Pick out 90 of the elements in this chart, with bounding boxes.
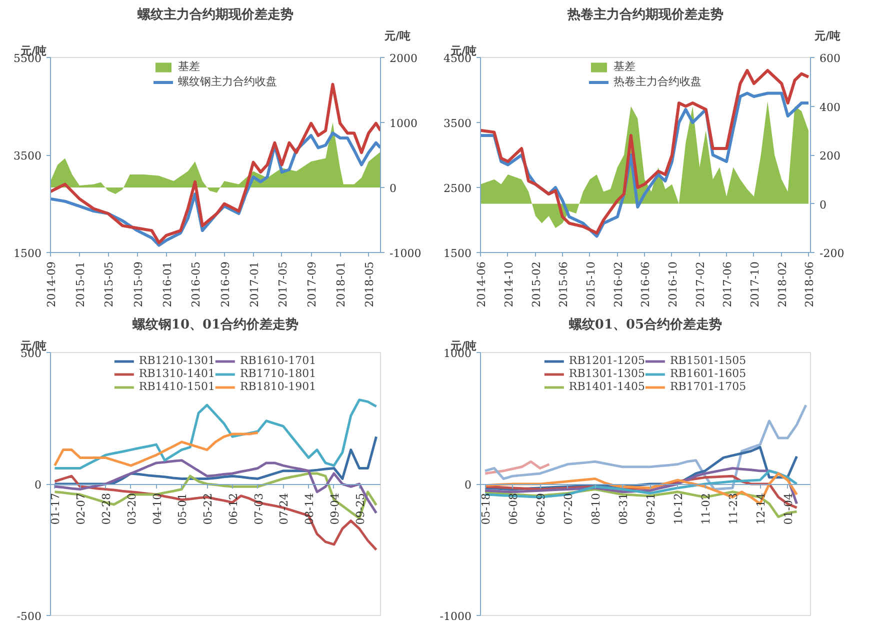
x-tick-label: 05-22 [202,492,215,525]
legend-label: RB1310-1401 [138,367,215,380]
x-tick-label: 02-07 [74,492,88,525]
x-tick-label: 2015-05 [102,261,116,308]
x-tick-label: 2016-09 [218,261,232,308]
legend-label: RB1210-1301 [138,354,215,367]
x-tick-label: 03-20 [125,492,138,525]
y-tick-label: 3500 [14,150,42,162]
y2-tick-label: 0 [820,198,826,212]
legend-label: RB1501-1505 [670,354,746,367]
legend-label: 基差 [178,59,200,74]
x-tick-label: 2014-06 [475,261,488,308]
y-tick-label: 2500 [444,182,472,195]
y-tick-label: -1000 [440,610,472,623]
x-tick-label: 01-17 [49,492,62,525]
chart-title: 螺纹01、05合约价差走势 [568,316,722,332]
x-tick-label: 12-14 [754,492,768,525]
y-tick-label: -500 [16,610,42,623]
x-tick-label: 07-03 [252,492,266,525]
x-tick-label: 06-12 [226,492,240,525]
x-tick-label: 2014-09 [45,261,58,308]
x-tick-label: 2017-09 [306,261,319,308]
x-tick-label: 2016-01 [160,261,174,308]
x-tick-label: 2016-02 [612,261,625,308]
x-tick-label: 2018-06 [802,261,816,308]
x-tick-label: 01-04 [782,492,796,525]
x-tick-label: 10-12 [672,492,686,525]
y2-tick-label: 2000 [390,52,418,65]
y-tick-label: 1500 [444,247,472,260]
y2-tick-label: 1000 [390,117,418,130]
x-tick-label: 05-01 [176,492,190,525]
chart-title: 螺纹钢10、01合约价差走势 [131,316,299,332]
x-tick-label: 08-31 [617,492,630,525]
x-tick-label: 05-18 [480,492,493,525]
y-tick-label: 3500 [444,117,472,130]
y2-tick-label: 200 [820,150,840,162]
legend-label: RB1410-1501 [138,380,215,393]
x-tick-label: 06-08 [507,492,520,525]
chart-title: 螺纹主力合约期现价差走势 [136,6,294,22]
y2-tick-label: 600 [820,52,840,65]
y-tick-label: 1500 [14,247,42,260]
y2-tick-label: -200 [820,247,844,260]
x-tick-label: 11-02 [700,492,713,525]
x-tick-label: 2015-06 [556,261,570,308]
y-tick-label: 0 [34,478,42,492]
x-tick-label: 2018-05 [363,261,376,308]
x-tick-label: 11-23 [727,492,740,525]
legend-label: RB1610-1701 [240,354,316,367]
x-tick-label: 2016-05 [190,261,203,308]
y2-axis-title: 元/吨 [383,30,411,42]
x-tick-label: 06-29 [534,492,548,525]
legend-label: RB1601-1605 [670,367,746,380]
y2-tick-label: 400 [820,100,840,114]
y-tick-label: 0 [464,478,472,492]
x-tick-label: 02-28 [100,492,113,525]
x-tick-label: 09-21 [644,492,658,525]
y2-axis-title: 元/吨 [813,30,841,42]
x-tick-label: 2017-01 [248,261,261,308]
legend-label: RB1301-1305 [568,367,645,380]
x-tick-label: 2017-06 [721,261,734,308]
legend-label: RB1810-1901 [240,380,316,393]
legend-label: RB1701-1705 [670,380,746,393]
legend-label: 热卷主力合约收盘 [614,74,702,89]
x-tick-label: 2015-02 [530,261,543,308]
x-tick-label: 08-14 [303,492,316,525]
y2-tick-label: 0 [390,182,396,195]
legend-label: 螺纹钢主力合约收盘 [178,74,277,89]
legend-label: RB1201-1205 [568,354,645,367]
x-tick-label: 07-20 [562,492,576,525]
x-tick-label: 2017-05 [276,261,290,308]
x-tick-label: 2016-10 [666,261,680,308]
x-tick-label: 2017-02 [694,261,708,308]
x-tick-label: 07-24 [278,492,291,525]
y2-tick-label: -1000 [390,247,422,260]
chart-title: 热卷主力合约期现价差走势 [566,6,724,22]
x-tick-label: 2018-01 [334,261,348,308]
x-tick-label: 09-04 [328,492,342,525]
x-tick-label: 2016-06 [639,261,652,308]
x-tick-label: 2015-09 [132,261,145,308]
legend-label: 基差 [614,59,636,74]
legend-label: RB1401-1405 [568,380,645,393]
legend-label: RB1710-1801 [240,367,316,380]
x-tick-label: 2015-01 [74,261,88,308]
x-tick-label: 2015-10 [584,261,598,308]
x-tick-label: 2017-10 [748,261,762,308]
x-tick-label: 08-10 [590,492,603,525]
x-tick-label: 2018-02 [776,261,790,308]
x-tick-label: 04-10 [150,492,164,525]
x-tick-label: 09-25 [354,492,367,525]
x-tick-label: 2014-10 [502,261,516,308]
